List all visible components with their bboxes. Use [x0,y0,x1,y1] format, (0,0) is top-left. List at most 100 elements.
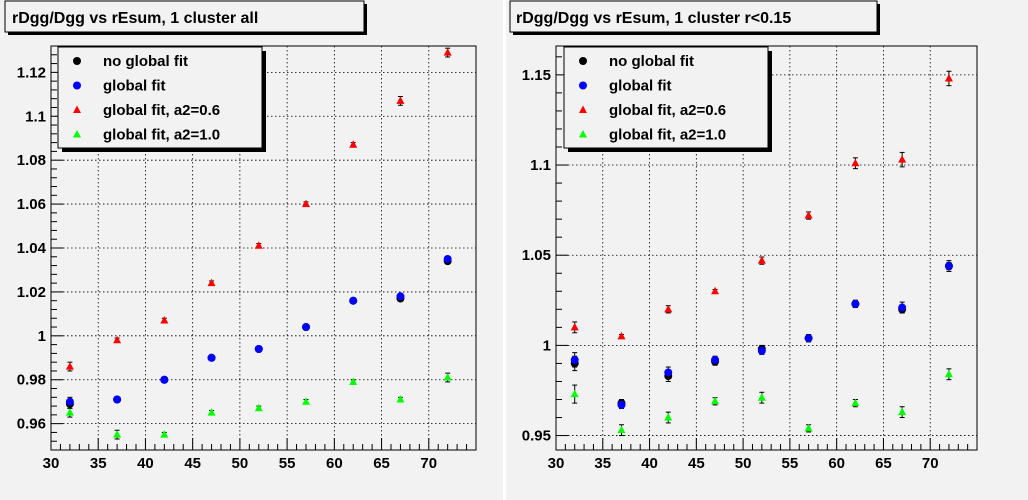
left-global-fit-a2-1-0-point [254,403,263,412]
left-title-box: rDgg/Dgg vs rEsum, 1 cluster all [4,0,367,35]
left-x-tick-label: 70 [420,455,437,472]
right-x-tick-label: 35 [594,455,611,472]
left-global-fit-a2-1-0-point [443,373,452,381]
right-global-fit-a2-1-0-point [664,413,673,421]
left-global-fit-a2-1-0-point [396,395,405,403]
right-legend-global-fit-label: global fit [609,78,672,95]
right-global-fit-a2-0-6-point [944,73,953,82]
right-global-fit-a2-0-6-point [757,256,766,264]
right-global-fit-a2-1-0-point [617,425,626,434]
left-global-fit-point [113,395,122,404]
right-global-fit-point [757,346,766,355]
right-y-tick-label: 1 [543,337,551,354]
left-global-fit-a2-0-6-point [113,335,122,344]
right-global-fit-point [944,262,953,271]
right-x-tick-label: 60 [828,455,845,472]
right-global-fit-a2-1-0-point [851,398,860,407]
right-legend-no-global-fit-marker [579,57,587,65]
left-x-tick-label: 60 [326,455,343,472]
left-legend-global-fit-a2-0-6-marker [73,105,81,113]
left-global-fit-a2-0-6-point [160,315,169,324]
left-global-fit-point [349,296,358,305]
left-global-fit-a2-0-6-point [396,96,405,104]
right-global-fit-point [804,334,813,343]
left-legend-global-fit-marker [73,81,81,90]
right-x-tick-label: 65 [875,455,892,472]
left-global-fit-a2-1-0-point [207,408,216,416]
right-global-fit-point [851,299,860,308]
left-global-fit-a2-1-0-point [349,377,358,385]
right-global-fit-point [898,303,907,312]
right-global-fit-point [617,400,626,409]
right-global-fit-a2-1-0-point [804,423,813,432]
left-plot-title: rDgg/Dgg vs rEsum, 1 cluster all [12,10,258,27]
left-global-fit-a2-0-6-point [349,140,358,148]
left-global-fit-a2-1-0-point [302,397,310,405]
right-global-fit-a2-0-6-point [711,286,720,295]
left-global-fit-a2-1-0-point [65,408,74,416]
right-global-fit-a2-0-6-point [851,158,860,167]
right-global-fit-a2-0-6-point [804,211,813,219]
right-y-tick-label: 1.05 [522,247,551,264]
left-y-tick-label: 1.12 [17,64,46,81]
left-y-tick-label: 0.96 [17,416,46,433]
left-global-fit-point [443,254,452,263]
right-legend: no global fit global fit global fit, a2=0.… [563,46,772,152]
left-global-fit-a2-0-6-point [207,278,216,287]
left-y-tick-label: 1 [38,328,46,345]
left-y-tick-label: 1.06 [17,196,46,213]
left-global-fit-point [207,353,216,362]
left-x-tick-label: 35 [90,455,107,472]
right-global-fit-a2-1-0-point [898,407,907,416]
right-legend-no-global-fit-label: no global fit [609,53,694,70]
right-legend-global-fit-a2-1-0-marker [579,130,587,138]
right-global-fit-a2-1-0-point [944,369,953,378]
right-global-fit-a2-0-6-point [664,304,673,313]
right-plot-pad: 30 35 40 45 50 55 60 65 70 0.95 1 1.05 1.1 1.15 no gl… [506,0,1028,500]
left-x-tick-label: 45 [184,455,201,472]
left-plot-pad: 30 35 40 45 50 55 60 65 70 0.96 0.98 1 1.02 1.04 1.06 1… [0,0,503,500]
right-x-tick-label: 50 [735,455,752,472]
left-global-fit-a2-0-6-point [302,199,310,208]
right-legend-global-fit-a2-0-6-label: global fit, a2=0.6 [609,102,726,119]
left-global-fit-point [396,292,405,301]
right-global-fit-a2-1-0-point [711,396,720,405]
left-global-fit-point [254,345,263,353]
right-x-tick-label: 70 [922,455,939,472]
left-global-fit-point [65,397,74,406]
right-global-fit-a2-0-6-point [898,155,907,163]
left-y-tick-label: 1.04 [17,240,47,257]
left-legend-no-global-fit-marker [73,57,81,65]
left-global-fit-a2-0-6-point [443,48,452,56]
right-legend-global-fit-marker [579,81,587,90]
right-global-fit-a2-0-6-point [617,331,626,340]
right-y-tick-label: 1.15 [522,67,551,84]
right-y-tick-label: 1.1 [530,157,551,174]
left-y-tick-label: 1.1 [25,108,46,125]
right-plot-title: rDgg/Dgg vs rEsum, 1 cluster r<0.15 [516,10,791,27]
right-global-fit-a2-0-6-point [570,322,579,331]
right-legend-global-fit-a2-1-0-label: global fit, a2=1.0 [609,127,726,144]
left-legend-box [57,46,263,149]
right-x-tick-label: 45 [688,455,705,472]
right-global-fit-point [711,355,720,364]
left-global-fit-a2-1-0-point [160,430,169,438]
left-global-fit-a2-0-6-point [254,241,263,249]
left-legend-global-fit-a2-1-0-marker [73,130,81,138]
right-y-tick-label: 0.95 [522,428,551,445]
left-x-tick-label: 65 [373,455,390,472]
right-title-box: rDgg/Dgg vs rEsum, 1 cluster r<0.15 [509,0,880,35]
left-global-fit-point [302,323,310,332]
right-x-tick-label: 40 [641,455,658,472]
left-x-tick-label: 30 [43,455,60,472]
right-legend-box [563,46,769,149]
right-x-tick-label: 30 [548,455,565,472]
left-legend-global-fit-label: global fit [103,78,166,95]
left-x-tick-label: 50 [232,455,249,472]
left-legend: no global fit global fit global fit, a2=0.… [57,46,266,152]
left-y-tick-label: 1.08 [17,152,46,169]
right-global-fit-a2-1-0-point [757,393,766,401]
left-legend-global-fit-a2-0-6-label: global fit, a2=0.6 [103,102,220,119]
right-global-fit-a2-1-0-point [570,389,579,398]
